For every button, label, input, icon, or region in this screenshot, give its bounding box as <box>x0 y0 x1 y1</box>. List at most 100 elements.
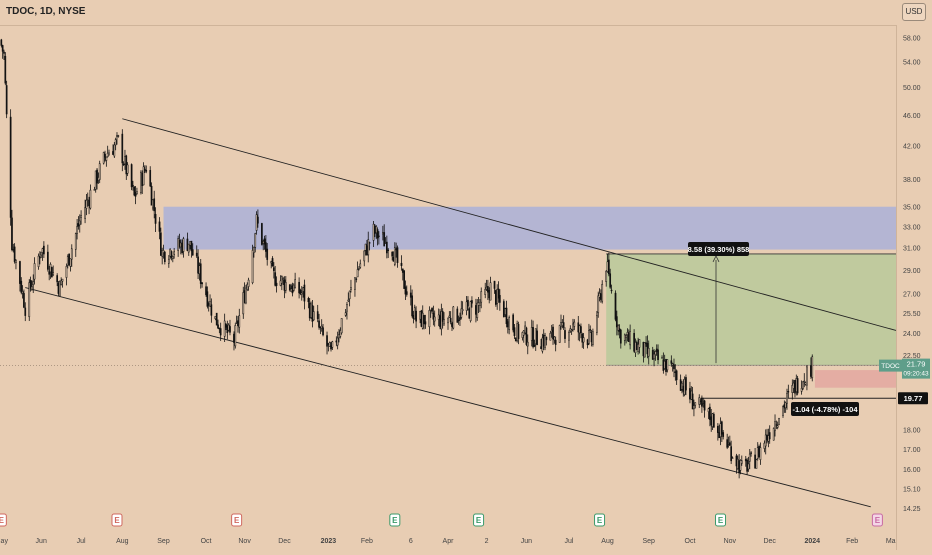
candle-body <box>254 233 257 248</box>
candle-body <box>623 334 626 341</box>
candle-body <box>786 393 788 404</box>
candle-body <box>431 308 433 312</box>
candle-body <box>795 378 798 392</box>
candle-body <box>61 278 64 282</box>
candle-body <box>98 163 101 180</box>
candle-body <box>265 242 267 252</box>
candle-body <box>645 342 647 345</box>
candle-body <box>653 353 655 360</box>
time-axis-label: Feb <box>846 538 858 545</box>
candle-body <box>88 200 90 207</box>
candle-body <box>634 342 637 354</box>
candle-body <box>784 402 787 409</box>
candle-body <box>432 312 435 320</box>
candle-body <box>419 311 421 320</box>
candle-body <box>451 322 453 327</box>
candle-body <box>237 320 239 327</box>
candle-body <box>497 288 500 299</box>
candle-body <box>154 213 157 224</box>
candle-body <box>226 325 229 334</box>
earnings-marker-label: E <box>875 516 881 525</box>
candle-body <box>288 284 291 291</box>
candle-body <box>182 238 185 252</box>
candle-body <box>134 191 137 197</box>
price-axis-label: 14.25 <box>903 506 921 513</box>
candle-body <box>731 457 734 459</box>
candle-body <box>271 258 274 267</box>
candle-body <box>469 301 472 322</box>
candle-body <box>368 242 371 244</box>
candle-body <box>125 155 128 175</box>
candle-body <box>218 327 221 330</box>
candle-body <box>635 342 638 351</box>
candle-body <box>718 432 721 439</box>
candle-body <box>477 302 480 306</box>
candle-body <box>413 307 416 320</box>
candle-body <box>96 169 98 184</box>
candle-body <box>391 251 394 257</box>
candle-body <box>573 321 576 327</box>
candle-body <box>238 315 241 328</box>
candle-body <box>106 152 109 157</box>
candle-body <box>4 55 7 84</box>
candle-body <box>693 405 695 410</box>
candle-body <box>140 172 142 193</box>
candle-body <box>316 311 319 319</box>
candle-body <box>787 391 790 393</box>
candle-body <box>662 359 665 371</box>
candle-body <box>21 291 24 294</box>
candle-body <box>201 282 203 285</box>
candle-body <box>374 225 376 234</box>
candle-body <box>768 432 771 440</box>
candle-body <box>84 207 86 219</box>
candle-body <box>261 223 263 245</box>
candle-body <box>605 270 608 282</box>
candle-body <box>13 246 16 262</box>
candle-body <box>1 45 4 52</box>
zone-long-target <box>606 253 896 366</box>
candle-body <box>689 388 691 400</box>
candle-body <box>198 265 201 275</box>
candle-body <box>336 337 339 346</box>
candle-body <box>508 317 511 330</box>
candle-body <box>673 364 675 370</box>
candle-body <box>60 280 63 285</box>
candle-body <box>32 281 35 286</box>
earnings-marker-icon <box>231 513 243 527</box>
candle-body <box>522 330 525 336</box>
short-measure-label-bg <box>791 402 859 416</box>
candle-body <box>487 286 489 293</box>
candle-body <box>189 241 191 246</box>
price-axis-label: 24.00 <box>903 331 921 338</box>
candle-body <box>589 329 592 331</box>
candle-body <box>209 301 211 307</box>
time-axis-label: Oct <box>685 538 696 545</box>
candle-body <box>717 426 719 433</box>
candle-body <box>298 281 300 294</box>
candle-body <box>234 325 237 347</box>
candle-body <box>86 199 89 201</box>
earnings-marker-label: E <box>597 516 603 525</box>
candle-body <box>647 348 650 357</box>
candle-body <box>578 325 581 334</box>
candle-body <box>12 249 15 251</box>
time-axis-label: Ma <box>886 538 896 545</box>
time-axis-label: Sep <box>643 538 656 545</box>
candle-body <box>223 320 226 337</box>
time-axis-label: Jul <box>77 538 86 545</box>
candle-body <box>340 318 343 334</box>
candle-body <box>506 321 509 328</box>
candle-body <box>311 305 314 322</box>
candle-body <box>495 290 497 305</box>
candle-body <box>191 249 194 256</box>
candle-body <box>116 135 118 137</box>
candle-body <box>330 345 332 350</box>
candle-body <box>303 284 306 302</box>
candle-body <box>577 322 580 333</box>
candles <box>0 38 814 479</box>
candle-body <box>545 336 548 341</box>
currency-button[interactable]: USD <box>902 3 926 21</box>
candle-body <box>210 304 213 316</box>
